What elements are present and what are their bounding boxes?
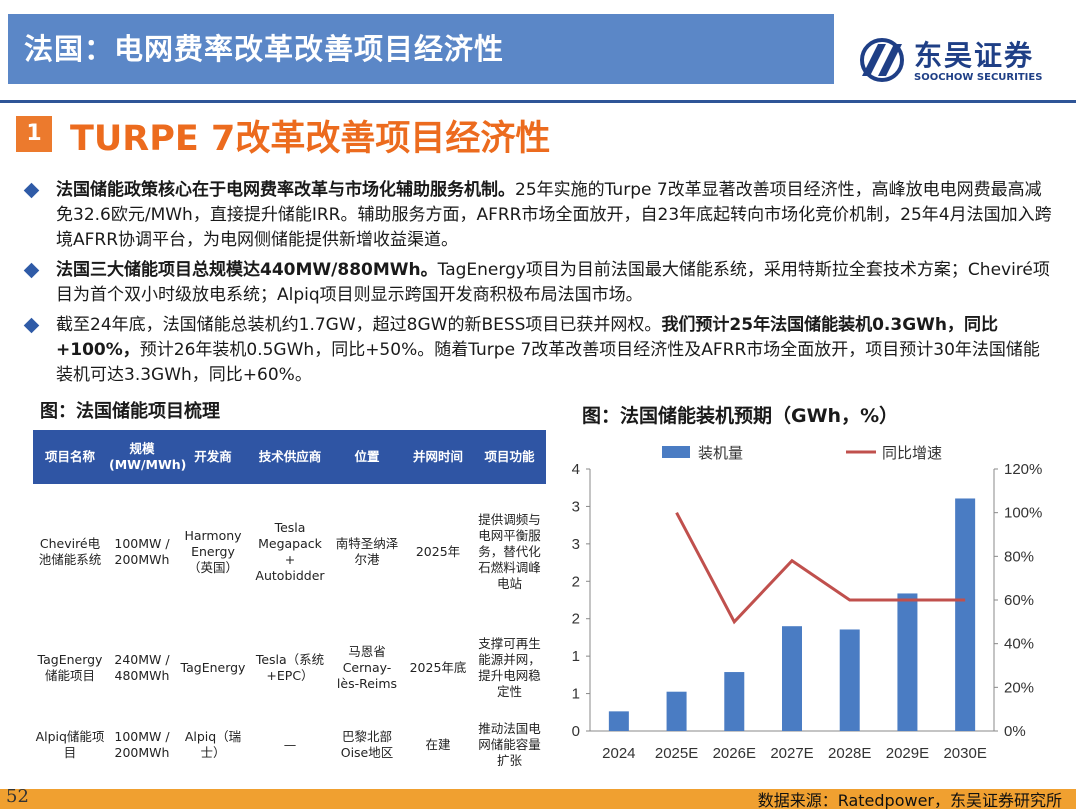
diamond-bullet-icon <box>23 182 40 199</box>
y-left-tick-label: 3 <box>572 536 580 553</box>
y-left-tick-label: 1 <box>572 648 580 665</box>
diamond-bullet-icon <box>23 262 40 279</box>
soochow-logo-icon <box>856 36 908 82</box>
column-header: 并网时间 <box>403 430 473 484</box>
y-right-tick-label: 100% <box>1004 505 1042 522</box>
bullet-bold: 法国储能政策核心在于电网费率改革与市场化辅助服务机制。 <box>56 180 515 200</box>
table-cell: 巴黎北部Oise地区 <box>340 729 394 760</box>
diamond-bullet-icon <box>23 317 40 334</box>
y-left-tick-label: 3 <box>572 498 580 515</box>
bullet-item: 法国三大储能项目总规模达440MW/880MWh。TagEnergy项目为目前法… <box>23 258 1054 308</box>
bar <box>608 711 629 731</box>
bullet-text: 25年实施的Turpe 7改革显著改善项目经济性，高峰放电电网费最高减免32.6… <box>56 180 1052 250</box>
company-logo: 东吴证券 SOOCHOW SECURITIES <box>856 36 1056 86</box>
page-title: 法国：电网费率改革改善项目经济性 <box>24 32 505 66</box>
project-table: 项目名称 规模(MW/MWh) 开发商 技术供应商 位置 并网时间 项目功能 C… <box>33 430 546 774</box>
table-cell: 2025年 <box>415 544 461 559</box>
y-left-tick-label: 4 <box>572 461 580 478</box>
table-cell: 在建 <box>425 737 451 752</box>
section-number: 1 <box>16 116 52 152</box>
column-header: 规模(MW/MWh) <box>107 430 186 484</box>
logo-text-en: SOOCHOW SECURITIES <box>914 72 1043 83</box>
y-right-tick-label: 80% <box>1004 548 1034 565</box>
table-cell: 2025年底 <box>409 660 467 675</box>
table-cell: Tesla Megapack + Autobidder <box>255 520 325 583</box>
legend-line-label: 同比增速 <box>882 445 942 462</box>
table-cell: 240MW / 480MWh <box>114 652 170 683</box>
y-right-tick-label: 60% <box>1004 592 1034 609</box>
logo-text-cn: 东吴证券 <box>914 39 1035 72</box>
table-cell: 推动法国电网储能容量扩张 <box>478 721 541 768</box>
y-right-tick-label: 40% <box>1004 636 1034 653</box>
header-divider <box>0 100 1076 103</box>
x-tick-label: 2029E <box>886 745 929 762</box>
column-header: 项目功能 <box>473 430 546 484</box>
table-cell: TagEnergy <box>180 660 246 675</box>
y-right-tick-label: 120% <box>1004 461 1042 478</box>
column-header: 位置 <box>331 430 403 484</box>
bullet-item: 法国储能政策核心在于电网费率改革与市场化辅助服务机制。25年实施的Turpe 7… <box>23 178 1054 253</box>
table-cell: — <box>283 737 297 752</box>
x-tick-label: 2028E <box>828 745 871 762</box>
x-tick-label: 2026E <box>713 745 756 762</box>
y-right-tick-label: 0% <box>1004 723 1026 740</box>
x-tick-label: 2024 <box>602 745 635 762</box>
bar <box>666 691 687 731</box>
legend-bar-swatch <box>662 446 690 458</box>
table-title: 图：法国储能项目梳理 <box>40 401 220 422</box>
bar <box>724 672 745 731</box>
y-left-tick-label: 0 <box>572 723 580 740</box>
y-left-tick-label: 2 <box>572 573 580 590</box>
table-cell: 支撑可再生能源并网，提升电网稳定性 <box>478 636 541 699</box>
bullet-bold: 我们预计25年法国储能装机0.3GWh，同比+100%， <box>56 315 999 360</box>
section-title: TURPE 7改革改善项目经济性 <box>70 119 551 159</box>
table-row: TagEnergy储能项目 240MW / 480MWh TagEnergy T… <box>33 620 546 716</box>
table-cell: 提供调频与电网平衡服务，替代化石燃料调峰电站 <box>478 512 541 591</box>
table-row: Alpiq储能项目 100MW / 200MWh Alpiq（瑞士） — 巴黎北… <box>33 716 546 774</box>
y-left-tick-label: 1 <box>572 686 580 703</box>
table-cell: 100MW / 200MWh <box>114 729 170 760</box>
bullet-item: 截至24年底，法国储能总装机约1.7GW，超过8GW的新BESS项目已获并网权。… <box>23 313 1054 388</box>
table-cell: Cheviré电池储能系统 <box>38 536 102 567</box>
bullet-text: 截至24年底，法国储能总装机约1.7GW，超过8GW的新BESS项目已获并网权。 <box>56 315 662 335</box>
bar <box>839 629 860 731</box>
column-header: 开发商 <box>177 430 249 484</box>
legend-bar-label: 装机量 <box>698 445 743 462</box>
column-header: 项目名称 <box>33 430 107 484</box>
y-right-tick-label: 20% <box>1004 679 1034 696</box>
x-tick-label: 2030E <box>943 745 986 762</box>
x-tick-label: 2025E <box>655 745 698 762</box>
page-number: 52 <box>6 786 29 807</box>
header-bar: 法国：电网费率改革改善项目经济性 <box>8 14 834 84</box>
footer-bar <box>0 789 1076 809</box>
table-cell: Alpiq（瑞士） <box>184 729 242 760</box>
table-cell: 马恩省Cernay-lès-Reims <box>336 644 398 691</box>
table-cell: 100MW / 200MWh <box>114 536 170 567</box>
bullet-list: 法国储能政策核心在于电网费率改革与市场化辅助服务机制。25年实施的Turpe 7… <box>23 178 1054 393</box>
table-row: Cheviré电池储能系统 100MW / 200MWh Harmony Ene… <box>33 484 546 620</box>
table-cell: Tesla（系统+EPC） <box>255 652 325 683</box>
data-source: 数据来源：Ratedpower，东吴证券研究所 <box>757 791 1062 809</box>
bar <box>897 593 918 731</box>
bullet-text-2: 预计26年装机0.5GWh，同比+50%。随着Turpe 7改革改善项目经济性及… <box>56 340 1040 385</box>
bar <box>955 498 976 731</box>
y-left-tick-label: 2 <box>572 611 580 628</box>
bullet-bold: 法国三大储能项目总规模达440MW/880MWh。 <box>56 260 438 280</box>
table-header-row: 项目名称 规模(MW/MWh) 开发商 技术供应商 位置 并网时间 项目功能 <box>33 430 546 484</box>
table-cell: 南特圣纳泽尔港 <box>335 536 399 567</box>
chart-title: 图：法国储能装机预期（GWh，%） <box>582 405 899 427</box>
table-cell: Harmony Energy（英国） <box>184 528 242 575</box>
bar <box>782 626 802 731</box>
bullet-text: TagEnergy项目为目前法国最大储能系统，采用特斯拉全套技术方案；Chevi… <box>56 260 1050 305</box>
column-header: 技术供应商 <box>249 430 331 484</box>
table-cell: TagEnergy储能项目 <box>37 652 103 683</box>
growth-rate-line <box>675 511 966 625</box>
x-tick-label: 2027E <box>770 745 813 762</box>
table-cell: Alpiq储能项目 <box>35 729 105 760</box>
